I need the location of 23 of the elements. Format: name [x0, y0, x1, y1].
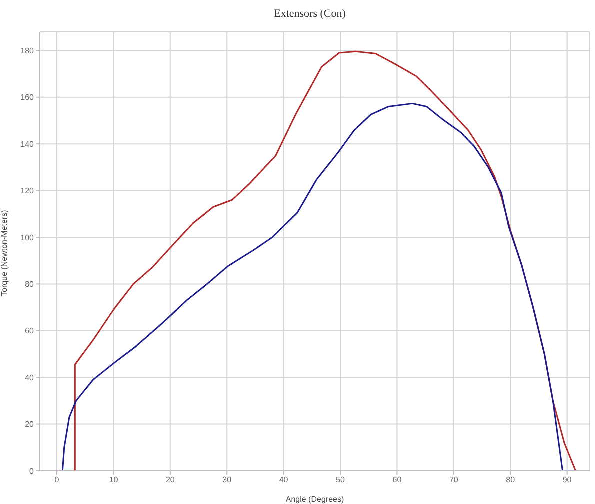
y-tick-label: 20: [25, 420, 35, 430]
x-tick-label: 60: [392, 476, 402, 485]
y-tick-label: 180: [20, 46, 35, 56]
x-tick-label: 10: [109, 476, 119, 485]
chart-title: Extensors (Con): [274, 8, 346, 20]
y-tick-label: 60: [25, 326, 35, 336]
x-tick-label: 40: [279, 476, 289, 485]
y-tick-label: 100: [20, 233, 35, 242]
x-tick-label: 80: [506, 476, 516, 485]
x-tick-label: 70: [449, 476, 459, 485]
y-axis-title: Torque (Newton-Meters): [0, 210, 9, 296]
x-tick-label: 20: [166, 476, 176, 485]
y-tick-label: 120: [20, 186, 35, 196]
y-tick-label: 40: [25, 373, 35, 382]
x-axis-title: Angle (Degrees): [286, 495, 344, 504]
x-tick-label: 50: [336, 476, 346, 485]
y-tick-label: 160: [20, 93, 35, 102]
y-tick-label: 140: [20, 140, 35, 149]
y-tick-label: 80: [25, 280, 35, 290]
x-tick-label: 0: [54, 476, 60, 485]
x-tick-label: 90: [562, 476, 572, 485]
x-tick-label: 30: [222, 476, 232, 485]
y-tick-label: 0: [30, 466, 35, 476]
